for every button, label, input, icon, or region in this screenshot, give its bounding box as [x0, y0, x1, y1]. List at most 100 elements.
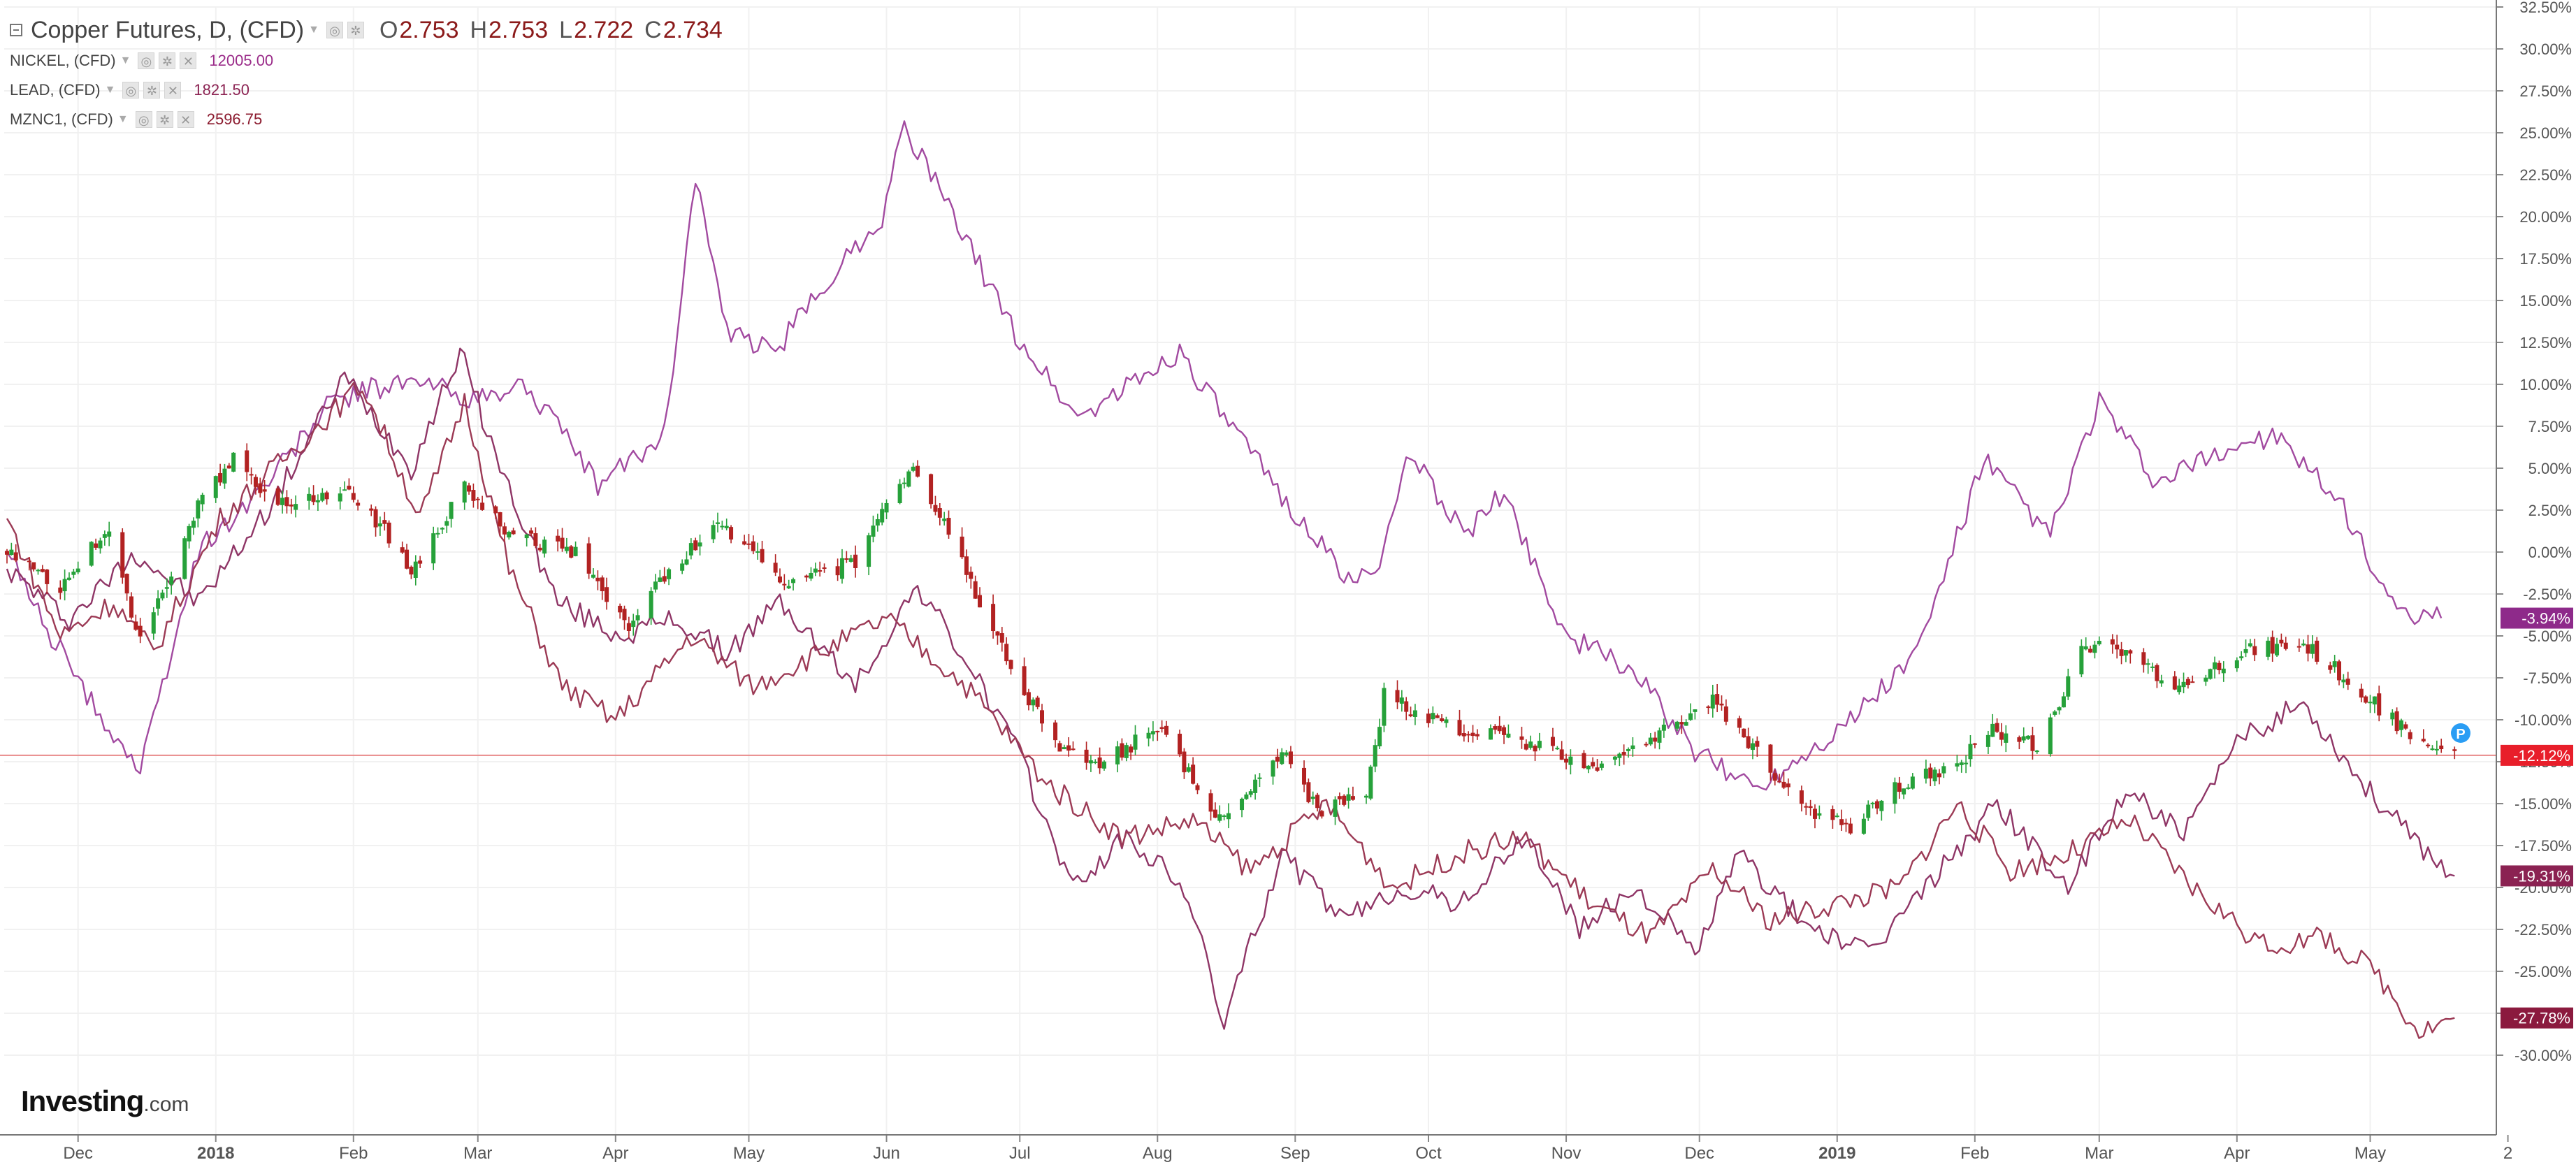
candle-body: [809, 572, 813, 579]
candle-body: [373, 509, 378, 528]
candle-body: [213, 476, 218, 498]
candle-body: [2430, 748, 2435, 751]
candle-body: [245, 450, 249, 472]
chevron-down-icon[interactable]: ▼: [104, 84, 116, 96]
gear-icon[interactable]: ✲: [347, 22, 364, 38]
candle-body: [973, 581, 978, 599]
pattern-marker-label: P: [2456, 727, 2465, 742]
candle-body: [2421, 739, 2426, 741]
visibility-icon[interactable]: ◎: [135, 111, 152, 128]
main-symbol-label[interactable]: Copper Futures, D, (CFD): [31, 16, 305, 43]
candle-body: [1226, 813, 1231, 820]
candle-body: [129, 596, 133, 618]
visibility-icon[interactable]: ◎: [122, 82, 140, 99]
candle-body: [2083, 646, 2088, 650]
candle-body: [1595, 767, 1600, 771]
candle-body: [2155, 665, 2159, 681]
candle-body: [1475, 734, 1479, 737]
candle-body: [853, 554, 858, 568]
collapse-legend-icon[interactable]: [10, 24, 22, 36]
candle-body: [573, 546, 578, 556]
candle-body: [1182, 751, 1187, 773]
y-tick-label: 12.50%: [2519, 334, 2572, 351]
candle-body: [1786, 783, 1790, 788]
x-tick-label: Aug: [1143, 1144, 1173, 1163]
candle-body: [1377, 727, 1382, 746]
close-icon[interactable]: ✕: [180, 52, 197, 69]
close-icon[interactable]: ✕: [177, 111, 194, 128]
candle-body: [1706, 706, 1711, 709]
chevron-down-icon[interactable]: ▼: [117, 113, 129, 125]
chevron-down-icon[interactable]: ▼: [120, 55, 131, 66]
candle-body: [1302, 767, 1307, 785]
y-tick-label: -5.00%: [2523, 628, 2572, 645]
y-tick-label: 22.50%: [2519, 166, 2572, 184]
candle-body: [2123, 650, 2128, 656]
candle-body: [1839, 819, 1844, 825]
candle-body: [524, 534, 529, 539]
candle-body: [2208, 669, 2213, 679]
candle-body: [2017, 737, 2022, 742]
candle-body: [2252, 646, 2257, 655]
chevron-down-icon[interactable]: ▼: [308, 24, 319, 36]
candle-body: [1120, 743, 1124, 758]
candle-body: [2177, 686, 2182, 693]
x-tick-label: Nov: [1551, 1144, 1582, 1163]
candle-body: [1368, 767, 1373, 799]
comparison-symbol-label[interactable]: LEAD, (CFD): [10, 81, 101, 99]
y-tick-label: 7.50%: [2528, 418, 2572, 435]
x-tick-label: Mar: [463, 1144, 492, 1163]
visibility-icon[interactable]: ◎: [138, 52, 155, 69]
candle-body: [720, 525, 725, 528]
legend-row-mznc1[interactable]: MZNC1, (CFD) ▼ ◎ ✲ ✕ 2596.75: [10, 105, 723, 134]
candle-body: [471, 490, 476, 501]
close-icon[interactable]: ✕: [164, 82, 182, 99]
candle-body: [804, 575, 809, 578]
gear-icon[interactable]: ✲: [156, 111, 173, 128]
gear-icon[interactable]: ✲: [143, 82, 161, 99]
last-value-badge: [2501, 865, 2573, 887]
gear-icon[interactable]: ✲: [159, 52, 176, 69]
candle-body: [480, 502, 485, 510]
y-tick-label: -22.50%: [2515, 921, 2572, 938]
candle-body: [1968, 744, 1973, 760]
comparison-symbol-label[interactable]: MZNC1, (CFD): [10, 110, 113, 128]
low-label: L: [559, 16, 573, 43]
candle-body: [1817, 813, 1822, 816]
candle-body: [605, 587, 609, 602]
candle-body: [2172, 676, 2177, 690]
candle-body: [1902, 788, 1906, 795]
candle-body: [2092, 644, 2097, 653]
candle-body: [773, 563, 778, 573]
candle-body: [2275, 644, 2280, 655]
candle-body: [684, 559, 689, 565]
candle-body: [1022, 666, 1027, 695]
candle-body: [2079, 646, 2084, 675]
last-value-badge: [2501, 744, 2573, 766]
candle-body: [1524, 744, 1528, 750]
candle-body: [2359, 688, 2364, 698]
candle-body: [1284, 752, 1289, 755]
candle-body: [586, 543, 591, 574]
candle-body: [1772, 773, 1777, 781]
candle-body: [1271, 760, 1275, 777]
pattern-marker-icon[interactable]: [2451, 723, 2470, 743]
grid-layer: [0, 6, 2496, 1135]
candle-body: [1404, 701, 1409, 712]
candle-body: [1195, 785, 1200, 790]
comparison-symbol-label[interactable]: NICKEL, (CFD): [10, 52, 116, 69]
candle-body: [440, 528, 444, 530]
candle-body: [569, 546, 574, 558]
y-tick-label: -25.00%: [2515, 963, 2572, 980]
candle-body: [1057, 743, 1062, 752]
legend-row-lead[interactable]: LEAD, (CFD) ▼ ◎ ✲ ✕ 1821.50: [10, 75, 723, 105]
candle-body: [1506, 733, 1511, 738]
x-tick-label: Feb: [339, 1144, 368, 1163]
visibility-icon[interactable]: ◎: [326, 22, 343, 38]
candle-body: [2221, 668, 2226, 674]
legend-row-nickel[interactable]: NICKEL, (CFD) ▼ ◎ ✲ ✕ 12005.00: [10, 46, 723, 75]
candle-body: [1955, 763, 1960, 767]
